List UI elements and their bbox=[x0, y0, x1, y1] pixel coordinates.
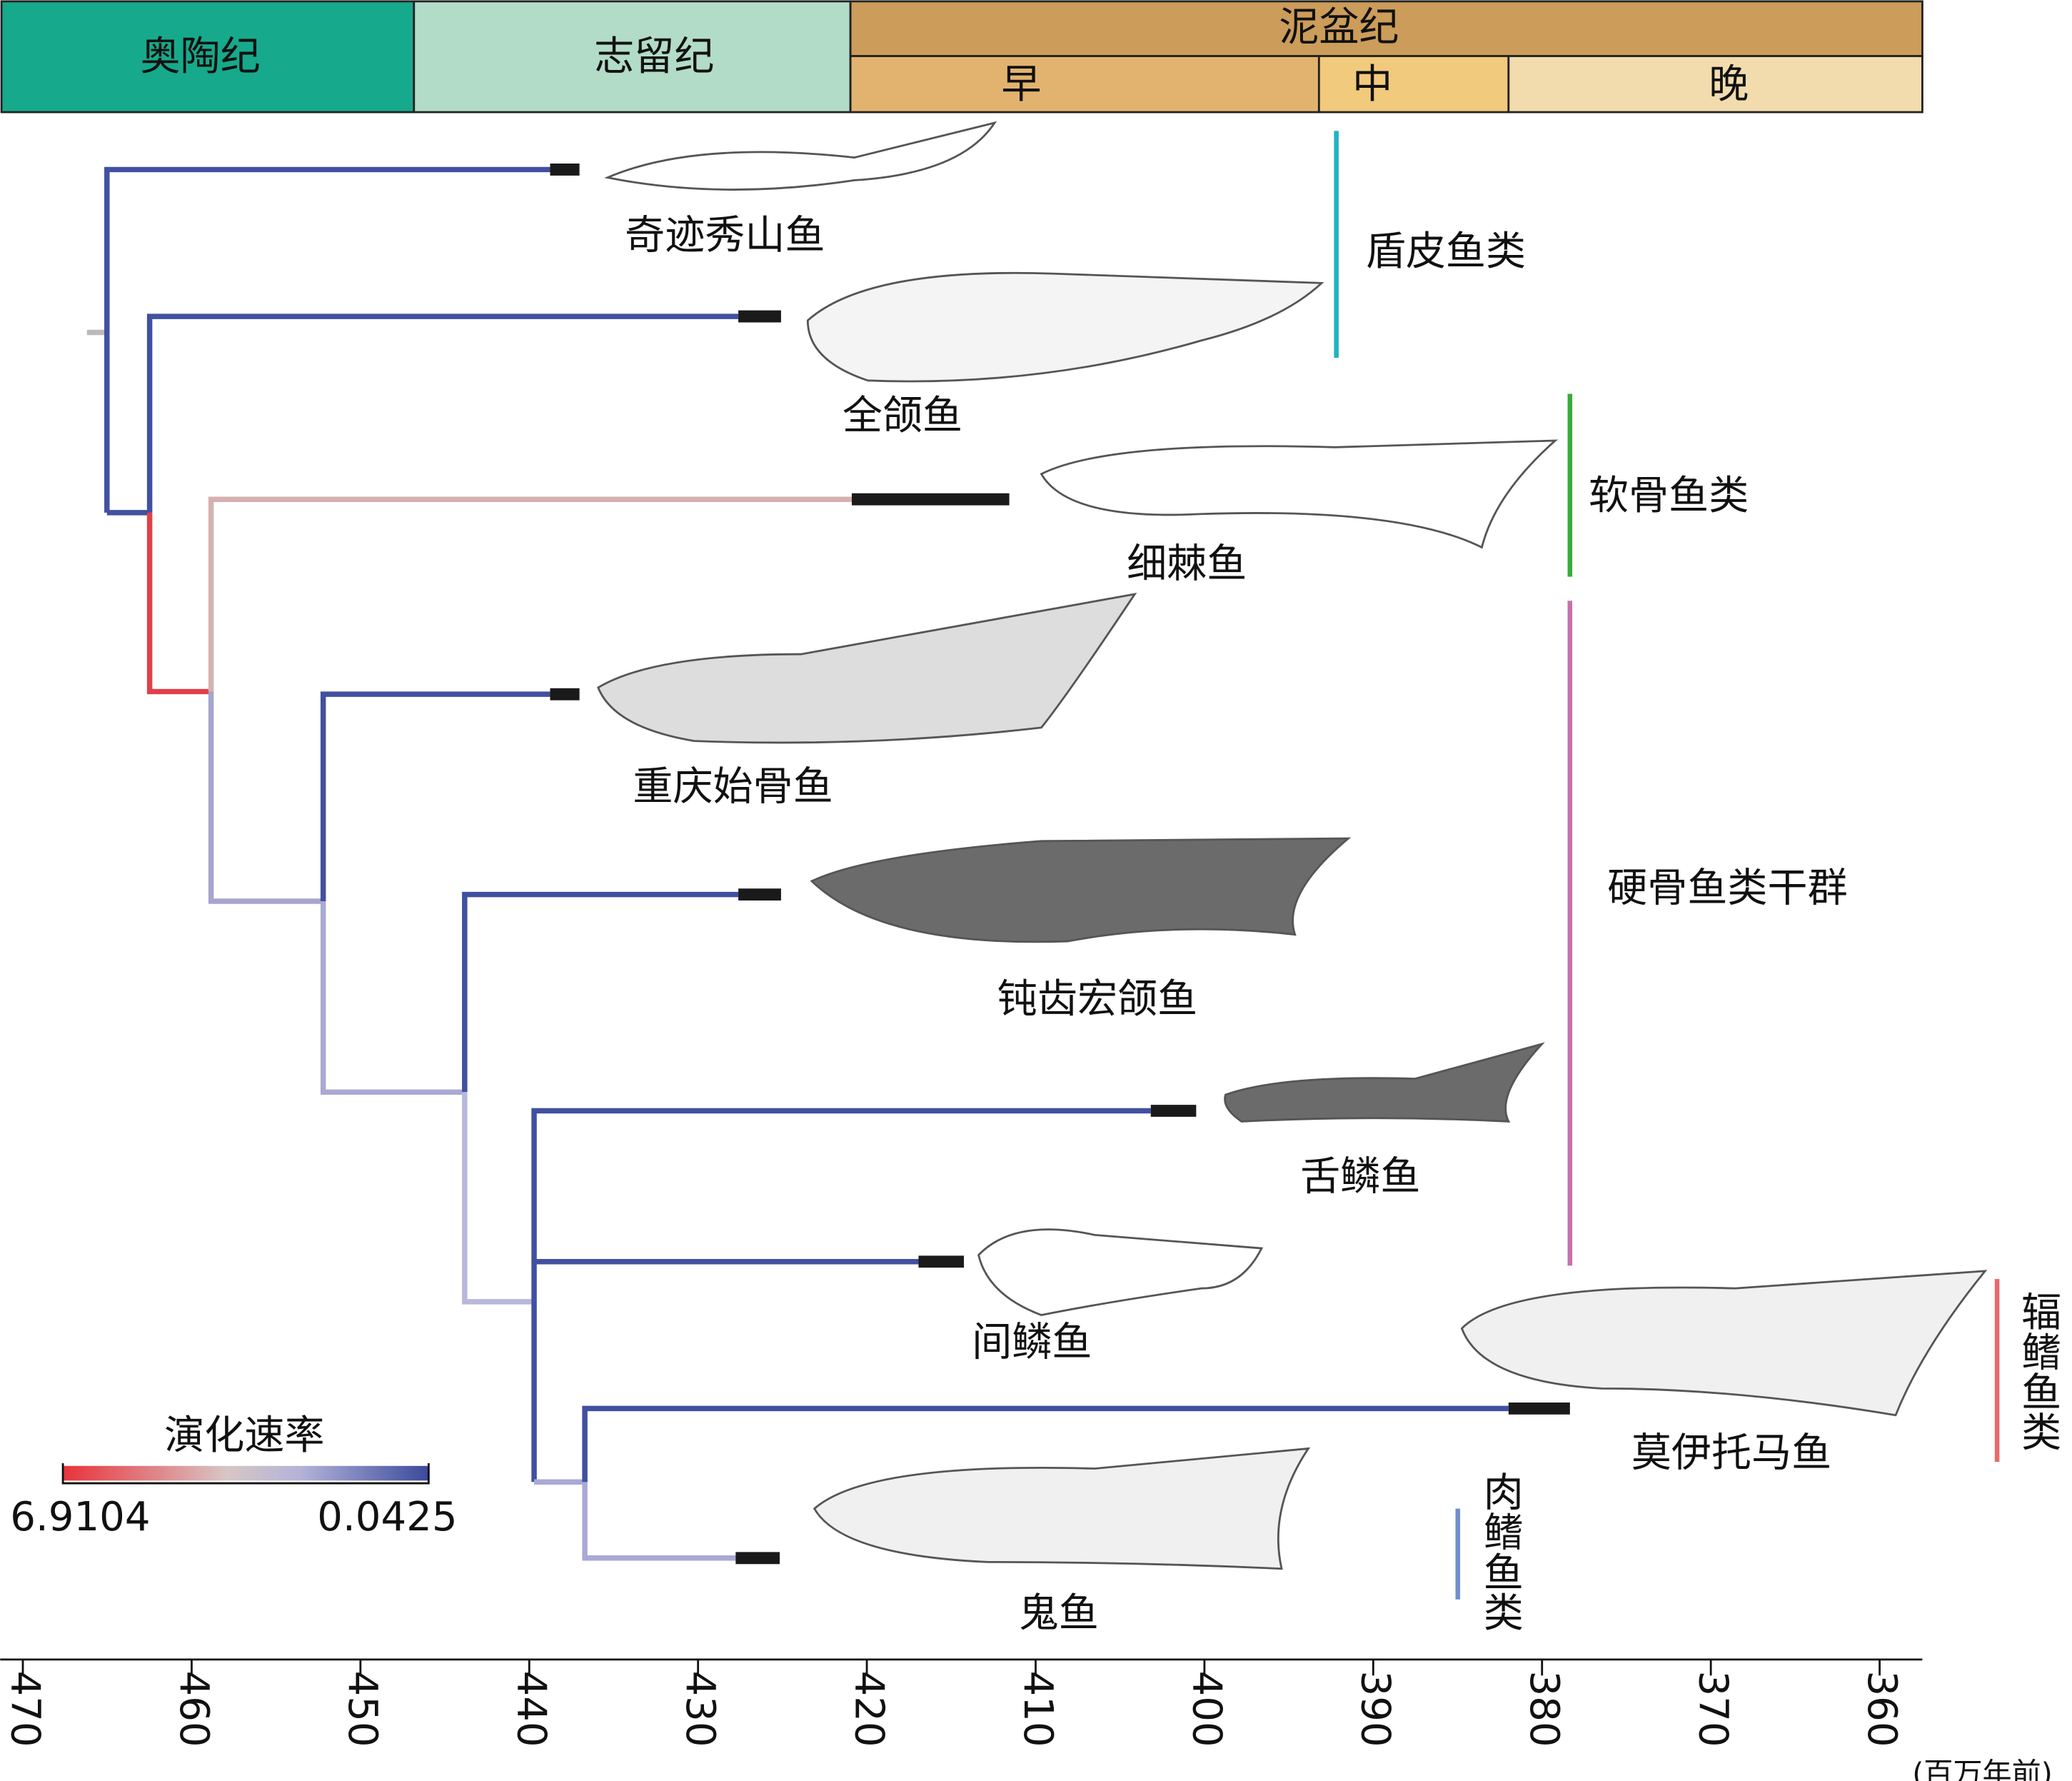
tick-label: 410 bbox=[1015, 1671, 1061, 1747]
tick-label: 360 bbox=[1859, 1671, 1905, 1747]
taxon-label: 舌鳞鱼 bbox=[1300, 1153, 1420, 1200]
period-label: 泥盆纪 bbox=[1279, 4, 1399, 51]
period-label: 志留纪 bbox=[594, 34, 714, 80]
tick-label: 430 bbox=[677, 1671, 723, 1747]
taxon-label: 间鳞鱼 bbox=[972, 1319, 1092, 1365]
taxon-label: 全颌鱼 bbox=[843, 393, 962, 439]
legend-max: 6.9104 bbox=[10, 1494, 150, 1540]
tick-label: 460 bbox=[171, 1671, 217, 1747]
tick-label: 400 bbox=[1183, 1671, 1229, 1747]
tick-label: 420 bbox=[845, 1671, 892, 1747]
fish-illustrations bbox=[597, 121, 1988, 1570]
tick-label: 380 bbox=[1521, 1671, 1567, 1747]
tick-label: 440 bbox=[508, 1671, 555, 1747]
group-label: 硬骨鱼类干群 bbox=[1607, 866, 1847, 912]
color-ramp bbox=[63, 1465, 429, 1481]
taxon-label: 鬼鱼 bbox=[1019, 1590, 1099, 1637]
taxon-label: 奇迹秀山鱼 bbox=[625, 212, 825, 259]
taxon-label: 重庆始骨鱼 bbox=[633, 764, 833, 811]
group-label: 软骨鱼类 bbox=[1589, 473, 1749, 519]
tick-label: 470 bbox=[1, 1671, 48, 1747]
legend-min: 0.0425 bbox=[317, 1494, 457, 1540]
period-label: 奥陶纪 bbox=[141, 34, 261, 80]
tick-label: 370 bbox=[1690, 1671, 1736, 1747]
taxon-label: 细棘鱼 bbox=[1127, 541, 1247, 587]
group-brackets bbox=[1334, 131, 2000, 1600]
taxon-label: 莫伊托马鱼 bbox=[1631, 1430, 1831, 1476]
epoch-label: 中 bbox=[1352, 61, 1392, 108]
legend: 演化速率 6.9104 0.0425 bbox=[10, 1413, 457, 1540]
taxon-label: 钝齿宏颌鱼 bbox=[997, 976, 1197, 1023]
tick-label: 450 bbox=[339, 1671, 386, 1747]
group-label: 肉鳍鱼类 bbox=[1477, 1471, 1523, 1631]
taxon-labels: 奇迹秀山鱼 全颌鱼 细棘鱼 重庆始骨鱼 钝齿宏颌鱼 舌鳞鱼 间鳞鱼 莫伊托马鱼 … bbox=[625, 212, 1831, 1636]
time-axis: 470 460 450 440 430 420 410 400 390 380 370 360 bbox=[0, 1658, 1923, 1747]
group-label: 盾皮鱼类 bbox=[1366, 229, 1526, 275]
legend-title: 演化速率 bbox=[164, 1413, 324, 1459]
period-bar bbox=[0, 0, 1923, 114]
axis-unit: (百万年前) bbox=[1912, 1757, 2053, 1781]
group-label: 辐鳍鱼类 bbox=[2015, 1291, 2061, 1451]
epoch-label: 早 bbox=[1001, 61, 1041, 108]
epoch-label: 晚 bbox=[1709, 61, 1749, 108]
tree bbox=[86, 164, 1570, 1565]
tick-label: 390 bbox=[1352, 1671, 1399, 1747]
